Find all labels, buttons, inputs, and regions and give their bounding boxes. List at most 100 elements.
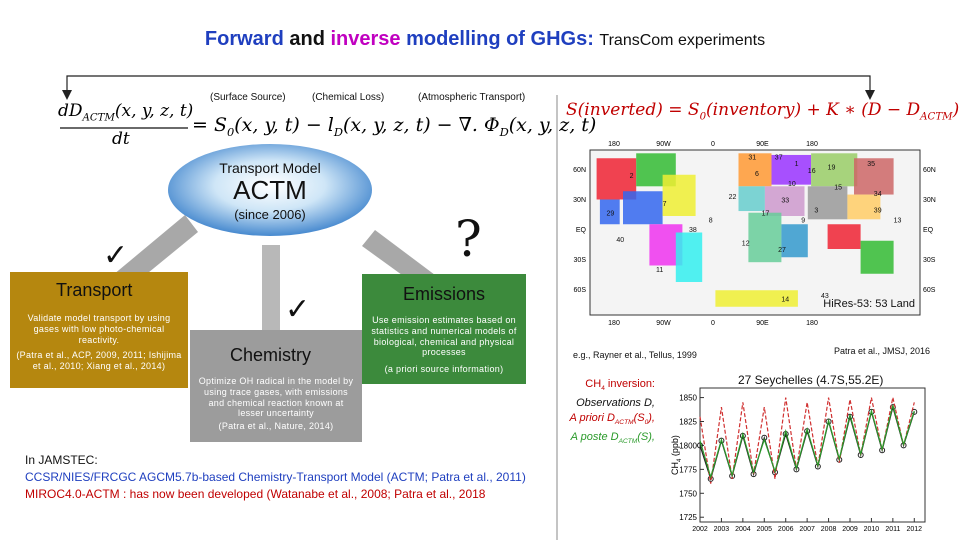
chemistry-box xyxy=(190,330,362,442)
title-part: Forward xyxy=(204,28,284,50)
map-region xyxy=(675,232,703,282)
region-number: 13 xyxy=(894,217,902,224)
map-top-tick: 180 xyxy=(608,141,620,148)
map-region xyxy=(662,174,696,216)
title-part: inverse xyxy=(330,28,401,50)
title-part: modelling of GHGs: xyxy=(400,28,600,50)
data-point xyxy=(911,408,918,415)
map-bottom-tick: 180 xyxy=(806,320,818,327)
map-right-tick: 60N xyxy=(923,167,936,174)
ch4-chart: 1725 1750 1775 1800 1825 1850 2002 2003 2004 2005… xyxy=(670,373,926,533)
map-region xyxy=(771,154,812,185)
map-caption: HiRes-53: 53 Land xyxy=(823,298,915,310)
subscript: 0 xyxy=(644,419,649,427)
x-tick-label: 2004 xyxy=(735,526,751,533)
map-left-tick: 30S xyxy=(574,257,587,264)
subscript: ACTM xyxy=(618,438,638,446)
box-citation: (a priori source information) xyxy=(384,364,504,375)
map-top-tick: 180 xyxy=(806,141,818,148)
region-number: 35 xyxy=(867,161,875,168)
region-number: 16 xyxy=(808,168,816,175)
y-tick-label: 1850 xyxy=(679,394,697,403)
text-part: dt xyxy=(112,129,130,149)
map-bottom-tick: 180 xyxy=(608,320,620,327)
chart-title: 27 Seychelles (4.7S,55.2E) xyxy=(738,373,883,387)
region-number: 34 xyxy=(874,191,882,198)
text-part: ) xyxy=(952,100,960,120)
emissions-text: Emissions Use emission estimates based o… xyxy=(362,274,526,384)
map-left-tick: 60S xyxy=(574,287,587,294)
data-point xyxy=(847,413,853,420)
box-citation: (Patra et al., Nature, 2014) xyxy=(218,421,334,432)
eq-right: = S0(x, y, t) − lD(x, y, z, t) − ∇. ΦD(x… xyxy=(192,114,596,139)
map-region xyxy=(811,153,858,187)
data-point xyxy=(697,442,703,449)
box-body: Optimize OH radical in the model by usin… xyxy=(198,376,354,419)
y-tick-label: 1750 xyxy=(679,489,697,498)
region-number: 3 xyxy=(814,207,818,214)
text-part: ), xyxy=(648,412,655,425)
x-tick-label: 2008 xyxy=(821,526,837,533)
box-citation: (Patra et al., ACP, 2009, 2011; Ishijima… xyxy=(16,350,182,372)
map-left-tick: 30N xyxy=(573,197,586,204)
region-number: 15 xyxy=(834,184,842,191)
top-bracket xyxy=(66,75,871,92)
x-tick-label: 2012 xyxy=(906,526,922,533)
text-part: (x, y, t) − l xyxy=(234,114,334,136)
region-map: 31 37 1 16 19 35 2 15 34 6 10 22 3 17 13 7 38 33 9 39 29 11 40… xyxy=(573,141,936,327)
text-part: CH xyxy=(585,378,602,390)
map-region xyxy=(860,240,894,274)
region-number: 8 xyxy=(709,217,713,224)
map-right-tick: 60S xyxy=(923,287,936,294)
subscript: 0 xyxy=(226,124,235,139)
y-tick-label: 1725 xyxy=(679,513,697,522)
box-title: Transport xyxy=(56,280,133,300)
map-left-tick: EQ xyxy=(576,227,587,234)
series-line xyxy=(699,405,915,480)
x-tick-label: 2010 xyxy=(864,526,880,533)
text-part: (x, y, z, t) − ∇. Φ xyxy=(343,114,500,136)
subscript: 0 xyxy=(699,111,707,123)
legend-line: A poste DACTM(S), xyxy=(560,430,655,449)
question-emissions: ? xyxy=(455,210,482,268)
title-main: Forward and inverse modelling of GHGs: xyxy=(205,28,600,50)
map-region xyxy=(764,186,805,216)
text-part: (S), xyxy=(637,431,655,444)
box-title: Emissions xyxy=(402,284,486,304)
x-tick-label: 2011 xyxy=(885,526,900,533)
check-transport: ✓ xyxy=(103,239,129,272)
text-part: dD xyxy=(58,101,83,121)
jamstec: In JAMSTEC: CCSR/NIES/FRCGC AGCM5.7b-bas… xyxy=(25,452,545,503)
region-number: 29 xyxy=(607,211,615,218)
series-line xyxy=(699,404,915,482)
region-number: 12 xyxy=(742,240,750,247)
legend-line: Observations D, xyxy=(560,396,655,411)
box-body: Use emission estimates based on statisti… xyxy=(371,315,517,358)
subscript: ACTM xyxy=(920,111,953,123)
map-region xyxy=(599,199,620,225)
text-part: A priori D xyxy=(569,412,615,425)
x-tick-label: 2006 xyxy=(778,526,794,533)
text-part: Observations D, xyxy=(576,397,655,410)
map-top-tick: 90W xyxy=(656,141,671,148)
region-number: 33 xyxy=(781,198,789,205)
region-number: 19 xyxy=(828,165,836,172)
subscript: D xyxy=(333,124,343,139)
title: Forward and inverse modelling of GHGs: T… xyxy=(0,28,960,51)
map-reference: e.g., Rayner et al., Tellus, 1999 xyxy=(573,350,697,360)
label-chemical: (Chemical Loss) xyxy=(312,92,385,103)
map-region xyxy=(715,290,798,307)
y-tick-label: 1825 xyxy=(679,418,697,427)
region-number: 7 xyxy=(663,201,667,208)
subscript: ACTM xyxy=(614,419,634,427)
region-number: 27 xyxy=(778,247,786,254)
map-region xyxy=(807,186,848,220)
map-region xyxy=(854,158,894,195)
text-part: inversion: xyxy=(604,378,655,390)
label-surface: (Surface Source) xyxy=(210,92,286,103)
region-number: 10 xyxy=(788,181,796,188)
plot-frame xyxy=(699,387,926,523)
chemistry-text: Chemistry Optimize OH radical in the mod… xyxy=(190,330,362,442)
region-number: 2 xyxy=(630,173,634,180)
